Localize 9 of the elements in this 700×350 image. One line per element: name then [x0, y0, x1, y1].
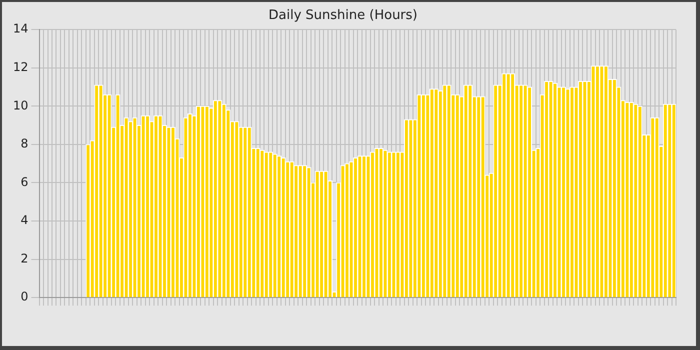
y-tick-label: 8: [20, 136, 28, 151]
y-tick-label: 12: [12, 60, 28, 74]
y-tick-label: 4: [20, 213, 28, 228]
y-tick-label: 14: [12, 22, 28, 36]
y-tick-label: 10: [12, 98, 28, 112]
chart-title: Daily Sunshine (Hours): [268, 8, 418, 24]
y-tick-label: 0: [20, 290, 28, 304]
y-tick-label: 6: [20, 174, 28, 189]
y-tick-label: 2: [20, 251, 28, 266]
